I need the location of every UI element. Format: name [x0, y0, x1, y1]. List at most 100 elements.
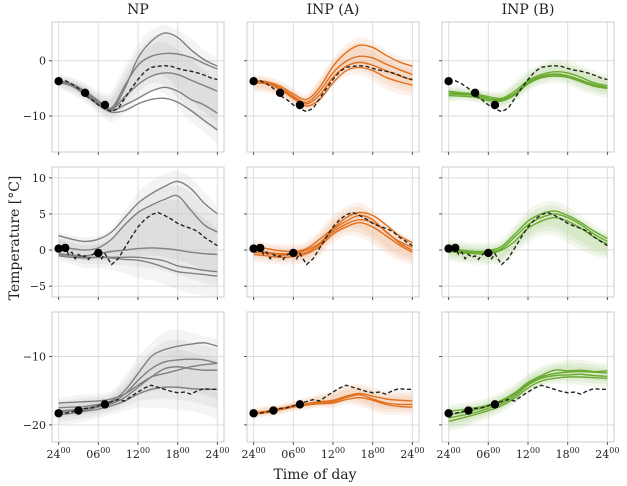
context-point: [444, 409, 453, 418]
context-point: [249, 76, 258, 86]
sample-line-1: [253, 211, 413, 253]
context-point: [249, 244, 258, 253]
context-point: [100, 100, 110, 110]
ground-truth-line: [58, 211, 218, 266]
sample-line-1: [448, 213, 608, 254]
grid: [247, 312, 419, 442]
context-point: [295, 400, 305, 409]
plot-area: [253, 383, 413, 419]
sample-line-4: [58, 255, 218, 273]
ground-truth-line: [253, 211, 413, 266]
x-tick-label: 1800: [361, 446, 385, 461]
y-tick-label: −10: [23, 350, 46, 363]
context-point: [80, 88, 90, 98]
x-tick-label: 2400: [242, 446, 266, 461]
context-point: [275, 88, 285, 98]
ground-truth-line: [253, 384, 413, 415]
uncertainty-band: [253, 42, 413, 110]
plot-area: [58, 329, 218, 425]
context-point: [54, 409, 63, 418]
grid: [52, 167, 224, 297]
plot-area: [448, 200, 608, 266]
y-tick-label: 10: [32, 172, 46, 185]
plot-area: [253, 37, 413, 113]
context-point: [444, 244, 453, 253]
panel-r2-c3: [439, 166, 615, 300]
sample-line-2: [448, 216, 608, 255]
panel-title: NP: [127, 2, 149, 18]
sample-line-4: [58, 362, 218, 404]
panel-r2-c1: −5 0 5 10: [30, 166, 225, 300]
panel-r3-c3: 2400 0600 1200 1800 2400: [437, 311, 619, 461]
ground-truth-line: [58, 384, 218, 415]
grid: [442, 167, 614, 297]
sample-line-3: [448, 210, 608, 253]
x-tick-label: 2400: [47, 446, 71, 461]
panel-r1-c2: INP (A): [244, 2, 420, 155]
grid: [442, 22, 614, 152]
y-tick-label: 0: [39, 244, 46, 257]
grid: [247, 167, 419, 297]
sample-line-1: [58, 342, 218, 409]
y-axis-label: Temperature [°C]: [7, 176, 23, 301]
panel-r2-c2: [244, 166, 420, 300]
sample-line-3: [448, 376, 608, 423]
context-point: [54, 244, 63, 253]
sample-line-5: [58, 386, 218, 416]
y-tick-label: −5: [30, 280, 46, 293]
x-tick-label: 0600: [281, 446, 305, 461]
uncertainty-band: [448, 362, 608, 429]
sample-line-3: [253, 396, 413, 415]
panel-title: INP (B): [502, 2, 555, 18]
y-tick-label: −10: [23, 110, 46, 123]
context-point: [490, 400, 500, 409]
grid: [247, 22, 419, 152]
context-point: [100, 400, 110, 409]
ground-truth-line: [253, 64, 413, 113]
plot-area: [58, 170, 218, 297]
x-axis-label: Time of day: [273, 467, 356, 483]
grid: [52, 22, 224, 152]
sample-line-2: [58, 194, 218, 251]
y-tick-label: 0: [39, 55, 46, 68]
context-point: [451, 243, 460, 253]
x-tick-label: 2400: [437, 446, 461, 461]
panel-r3-c2: 2400 0600 1200 1800 2400: [242, 311, 424, 461]
context-point: [470, 88, 480, 98]
x-tick-label: 2400: [595, 446, 619, 461]
panel-title: INP (A): [307, 2, 360, 18]
context-point: [269, 406, 278, 415]
context-point: [490, 100, 500, 110]
context-point: [249, 409, 258, 418]
sample-line-1: [253, 44, 413, 101]
x-tick-label: 1800: [166, 446, 190, 461]
uncertainty-band: [448, 200, 608, 265]
x-tick-label: 2400: [400, 446, 424, 461]
x-tick-label: 2400: [205, 446, 229, 461]
uncertainty-band: [58, 33, 218, 133]
context-point: [444, 76, 453, 86]
sample-line-3: [58, 366, 218, 414]
ground-truth-line: [448, 211, 608, 266]
context-point: [295, 100, 305, 110]
sample-line-1: [448, 370, 608, 416]
context-point: [289, 248, 298, 258]
ground-truth-line: [448, 384, 608, 415]
panel-r1-c1: −10 0 NP: [23, 2, 225, 155]
uncertainty-band: [58, 185, 218, 286]
x-tick-label: 1200: [321, 446, 345, 461]
context-point: [94, 248, 103, 258]
x-tick-label: 0600: [476, 446, 500, 461]
y-tick-label: 5: [39, 208, 46, 221]
sample-line-5: [58, 253, 218, 277]
context-point: [74, 406, 83, 415]
x-tick-label: 1800: [556, 446, 580, 461]
context-point: [464, 406, 473, 415]
uncertainty-band: [253, 37, 413, 112]
grid: [52, 312, 224, 442]
x-tick-label: 1200: [126, 446, 150, 461]
context-point: [54, 76, 63, 86]
x-tick-label: 1200: [516, 446, 540, 461]
y-tick-label: −20: [23, 419, 46, 432]
